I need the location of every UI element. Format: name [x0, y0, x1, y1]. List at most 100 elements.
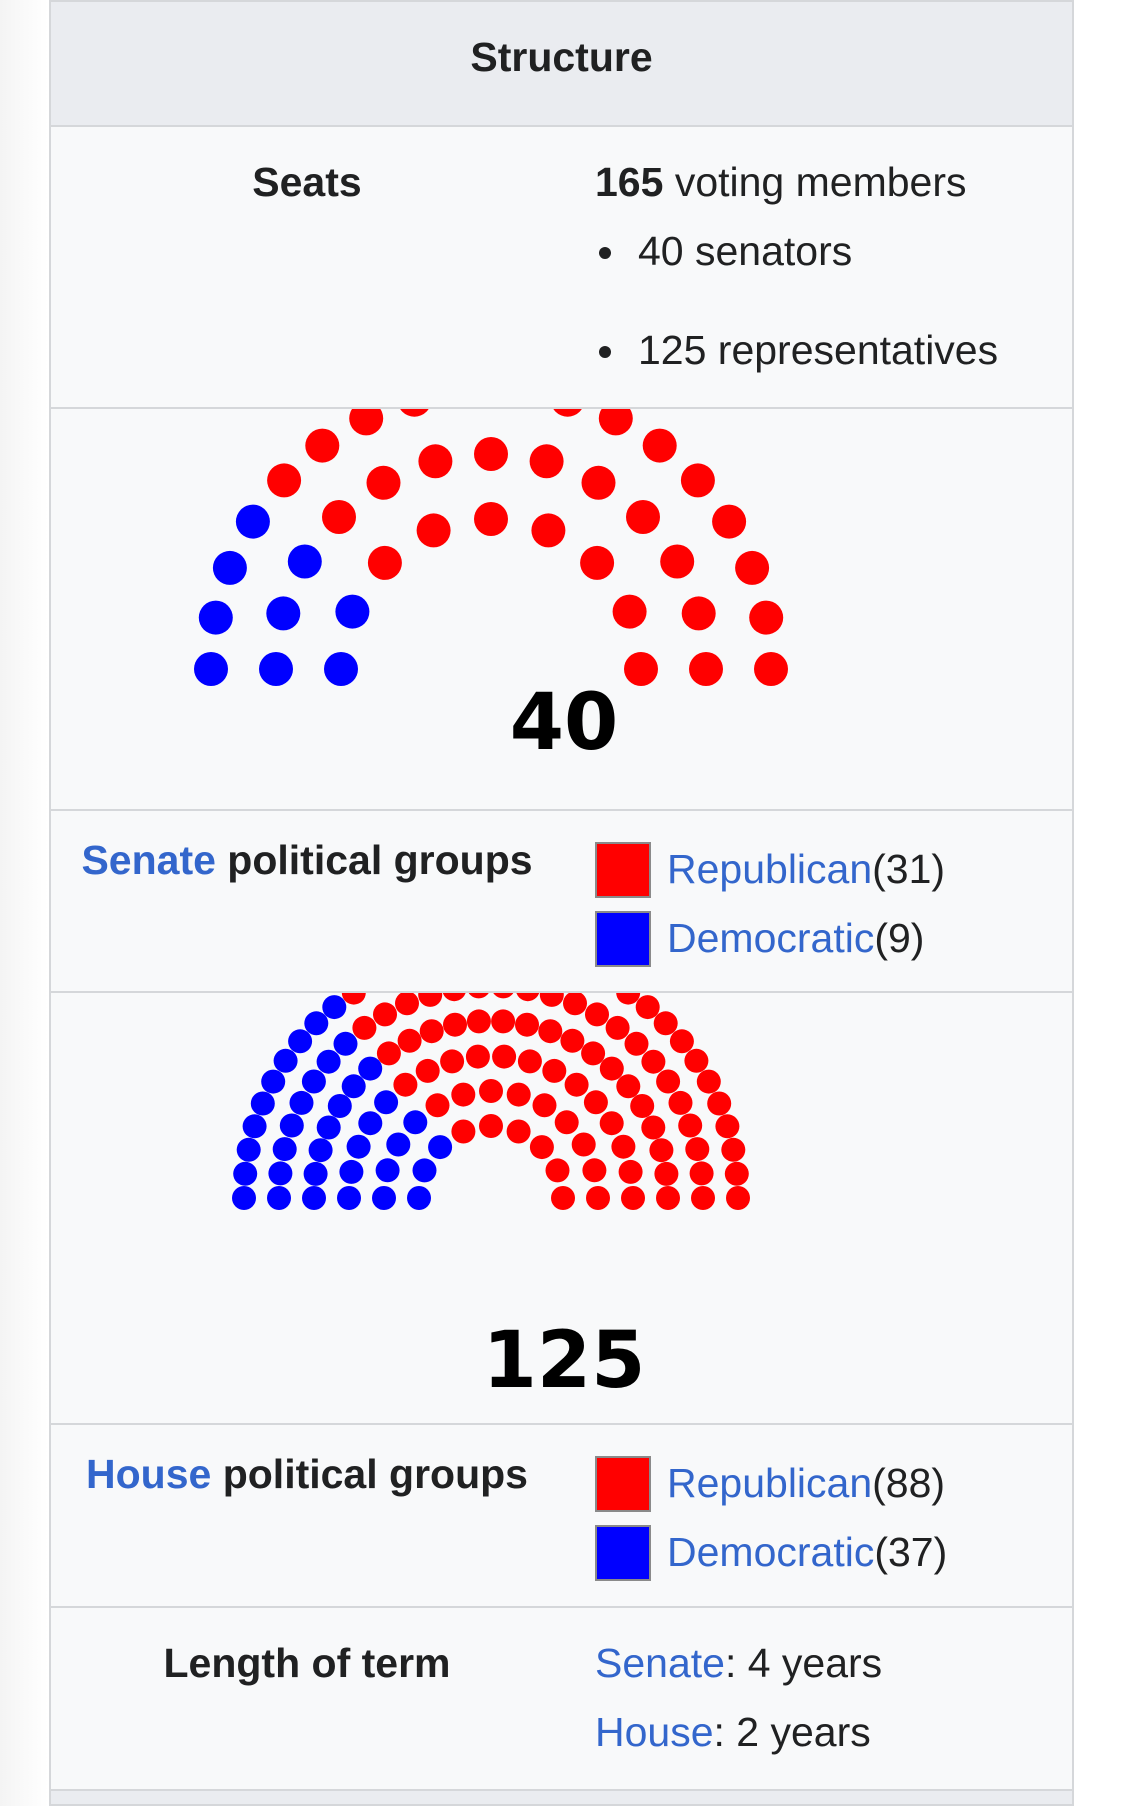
- seat-dot: [466, 1009, 491, 1034]
- seat-dot: [531, 513, 566, 548]
- seat-dot: [551, 1186, 575, 1210]
- seat-dot: [684, 1048, 709, 1073]
- seat-dot: [529, 444, 564, 479]
- republican-count: (31): [872, 846, 946, 892]
- seat-dot: [358, 1111, 383, 1136]
- seat-dot: [493, 993, 514, 999]
- seat-dot: [335, 594, 370, 629]
- seat-dot: [289, 1090, 314, 1115]
- democratic-link[interactable]: Democratic: [667, 1529, 875, 1575]
- seat-dot: [212, 550, 247, 585]
- seat-dot: [681, 596, 716, 631]
- seat-dot: [581, 465, 616, 500]
- seat-dot: [418, 993, 443, 1007]
- seat-dot: [302, 1186, 326, 1210]
- seat-dot: [529, 1135, 554, 1160]
- seat-dot: [403, 1110, 428, 1135]
- seat-dot: [349, 409, 384, 436]
- republican-swatch: [595, 1455, 651, 1512]
- seat-dot: [685, 1137, 710, 1162]
- seat-dot: [479, 1079, 503, 1103]
- seat-dot: [339, 1159, 364, 1184]
- house-term-link[interactable]: House: [595, 1709, 714, 1755]
- seat-dot: [440, 1049, 465, 1074]
- seat-dot: [668, 1090, 693, 1115]
- seat-dot: [696, 1069, 721, 1094]
- bullet-icon: [599, 247, 611, 259]
- seat-dot: [599, 1056, 624, 1081]
- seat-dot: [656, 1069, 681, 1094]
- term-row: Length of term Senate: 4 years House: 2 …: [51, 1608, 1072, 1791]
- seat-dot: [465, 1044, 490, 1069]
- seat-dot: [316, 1115, 341, 1140]
- house-groups-row: House political groups Republican (88) D…: [51, 1425, 1072, 1608]
- seat-dot: [654, 1161, 679, 1186]
- seat-dot: [754, 652, 788, 686]
- senate-link[interactable]: Senate: [81, 837, 216, 883]
- seat-dot: [194, 652, 228, 686]
- seat-dot: [721, 1137, 746, 1162]
- seat-dot: [324, 652, 358, 686]
- seat-dot: [393, 1072, 418, 1097]
- seat-dot: [605, 1015, 630, 1040]
- page-edge: [0, 0, 48, 1806]
- senate-parliament-chart: 40: [194, 409, 788, 768]
- democratic-swatch: [595, 910, 651, 967]
- legend-item-republican: Republican (88): [595, 1449, 1062, 1518]
- seat-dot: [707, 1091, 732, 1116]
- republican-link[interactable]: Republican: [667, 1460, 873, 1506]
- senate-term-link[interactable]: Senate: [595, 1640, 725, 1686]
- democratic-count: (37): [874, 1529, 948, 1575]
- seat-dot: [618, 1159, 643, 1184]
- seat-dot: [425, 1093, 450, 1118]
- seat-dot: [279, 1113, 304, 1138]
- seat-dot: [287, 544, 322, 579]
- seat-dot: [712, 504, 747, 539]
- seat-dot: [322, 500, 356, 534]
- seat-dot: [563, 993, 587, 1016]
- democratic-link[interactable]: Democratic: [667, 915, 875, 961]
- house-term-value: : 2 years: [713, 1709, 871, 1755]
- seat-dot: [564, 1072, 589, 1097]
- seat-dot: [598, 409, 633, 436]
- seat-dot: [539, 993, 564, 1007]
- seats-row: Seats 165 voting members 40 senators 125…: [51, 127, 1072, 409]
- seat-dot: [327, 1094, 352, 1118]
- senators-count: 40 senators: [638, 228, 853, 274]
- seat-dot: [236, 1137, 261, 1162]
- democratic-swatch: [595, 1524, 651, 1581]
- seat-dot: [492, 1044, 517, 1069]
- seat-dot: [261, 1069, 286, 1094]
- republican-link[interactable]: Republican: [667, 846, 873, 892]
- seat-dot: [267, 463, 302, 498]
- seat-dot: [542, 1058, 567, 1083]
- seat-dot: [301, 1069, 326, 1094]
- seat-dot: [635, 995, 660, 1020]
- seat-dot: [641, 1115, 666, 1140]
- seat-dot: [479, 1114, 503, 1138]
- bullet-icon: [599, 346, 611, 358]
- house-link[interactable]: House: [86, 1451, 212, 1497]
- seat-dot: [375, 1158, 400, 1183]
- seat-dot: [412, 1158, 437, 1183]
- house-parliament-chart: 125: [232, 993, 750, 1406]
- seat-dot: [726, 1186, 750, 1210]
- seat-dot: [586, 1186, 610, 1210]
- house-term: House: 2 years: [595, 1707, 1062, 1758]
- seats-value: 165 voting members 40 senators 125 repre…: [595, 157, 1062, 376]
- house-legend: Republican (88) Democratic (37): [595, 1449, 1062, 1587]
- seat-dot: [372, 1186, 396, 1210]
- senate-term: Senate: 4 years: [595, 1638, 1062, 1689]
- seat-dot: [630, 1094, 655, 1118]
- seat-dot: [272, 1137, 297, 1162]
- infobox-structure: Structure Seats 165 voting members 40 se…: [49, 0, 1074, 1806]
- seat-dot: [474, 437, 508, 471]
- term-value: Senate: 4 years House: 2 years: [595, 1638, 1062, 1758]
- seat-dot: [506, 1082, 531, 1107]
- legend-item-democratic: Democratic (37): [595, 1518, 1062, 1587]
- seat-dot: [468, 993, 489, 999]
- seat-dot: [678, 1113, 703, 1138]
- house-groups-label: House political groups: [51, 1449, 563, 1500]
- section-title: Structure: [470, 34, 653, 80]
- senate-chart-row: 40: [51, 409, 1072, 811]
